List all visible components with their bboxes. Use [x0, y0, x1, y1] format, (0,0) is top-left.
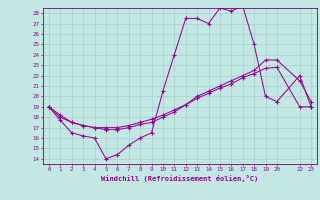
- X-axis label: Windchill (Refroidissement éolien,°C): Windchill (Refroidissement éolien,°C): [101, 175, 259, 182]
